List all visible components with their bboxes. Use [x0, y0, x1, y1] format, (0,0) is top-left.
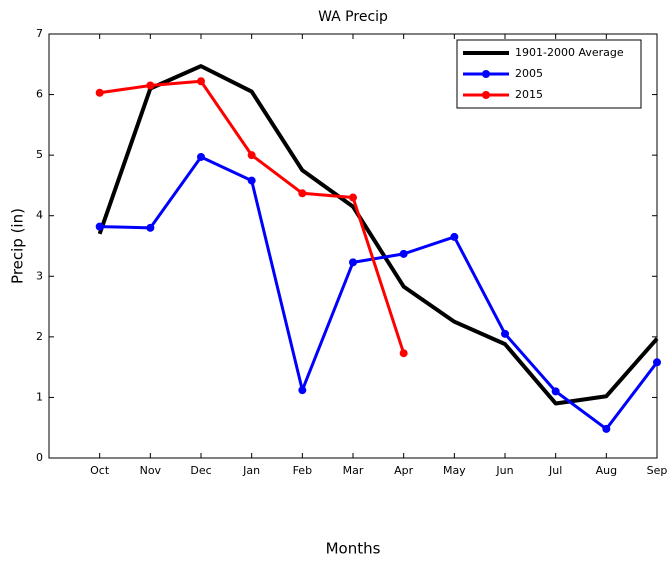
y-tick-label: 3 [36, 269, 43, 282]
chart-title: WA Precip [318, 9, 388, 25]
y-tick-label: 4 [36, 209, 43, 222]
data-point [349, 258, 357, 267]
x-tick-label: Jun [495, 464, 513, 477]
legend-label: 1901-2000 Average [515, 46, 624, 59]
data-point [298, 189, 307, 198]
legend-marker [482, 91, 490, 99]
x-tick-label: May [443, 464, 466, 477]
data-point [653, 358, 661, 367]
legend-marker [482, 70, 490, 78]
data-point [247, 151, 256, 160]
data-point [197, 152, 205, 161]
x-tick-label: Jan [242, 464, 260, 477]
y-tick-label: 6 [36, 88, 43, 101]
legend-label: 2015 [515, 88, 543, 101]
x-axis-label: Months [326, 540, 381, 558]
y-tick-label: 1 [36, 390, 43, 403]
data-point [146, 81, 155, 90]
y-tick-label: 5 [36, 148, 43, 161]
data-point [399, 249, 408, 258]
x-tick-label: Feb [293, 464, 312, 477]
series-line [97, 64, 659, 406]
data-point [399, 349, 408, 358]
y-tick-label: 7 [36, 27, 43, 40]
x-tick-label: Sep [647, 464, 668, 477]
x-tick-label: Mar [343, 464, 364, 477]
y-axis-label: Precip (in) [9, 208, 27, 284]
data-point [602, 424, 611, 433]
data-point [247, 176, 256, 185]
legend-label: 2005 [515, 67, 543, 80]
data-point [501, 329, 509, 338]
x-tick-label: Dec [190, 464, 211, 477]
data-point [349, 193, 357, 202]
x-tick-label: Apr [394, 464, 414, 477]
y-tick-label: 2 [36, 330, 43, 343]
data-point [146, 223, 155, 232]
x-tick-label: Nov [140, 464, 162, 477]
data-point [450, 232, 459, 241]
series-line [99, 155, 659, 431]
data-point [197, 77, 205, 86]
x-tick-label: Oct [90, 464, 110, 477]
data-point [551, 387, 560, 396]
y-tick-label: 0 [36, 451, 43, 464]
series-line [99, 79, 406, 354]
data-point [95, 222, 104, 231]
x-tick-label: Aug [596, 464, 617, 477]
x-tick-label: Jul [548, 464, 562, 477]
data-point [298, 386, 307, 395]
data-point [95, 88, 104, 97]
